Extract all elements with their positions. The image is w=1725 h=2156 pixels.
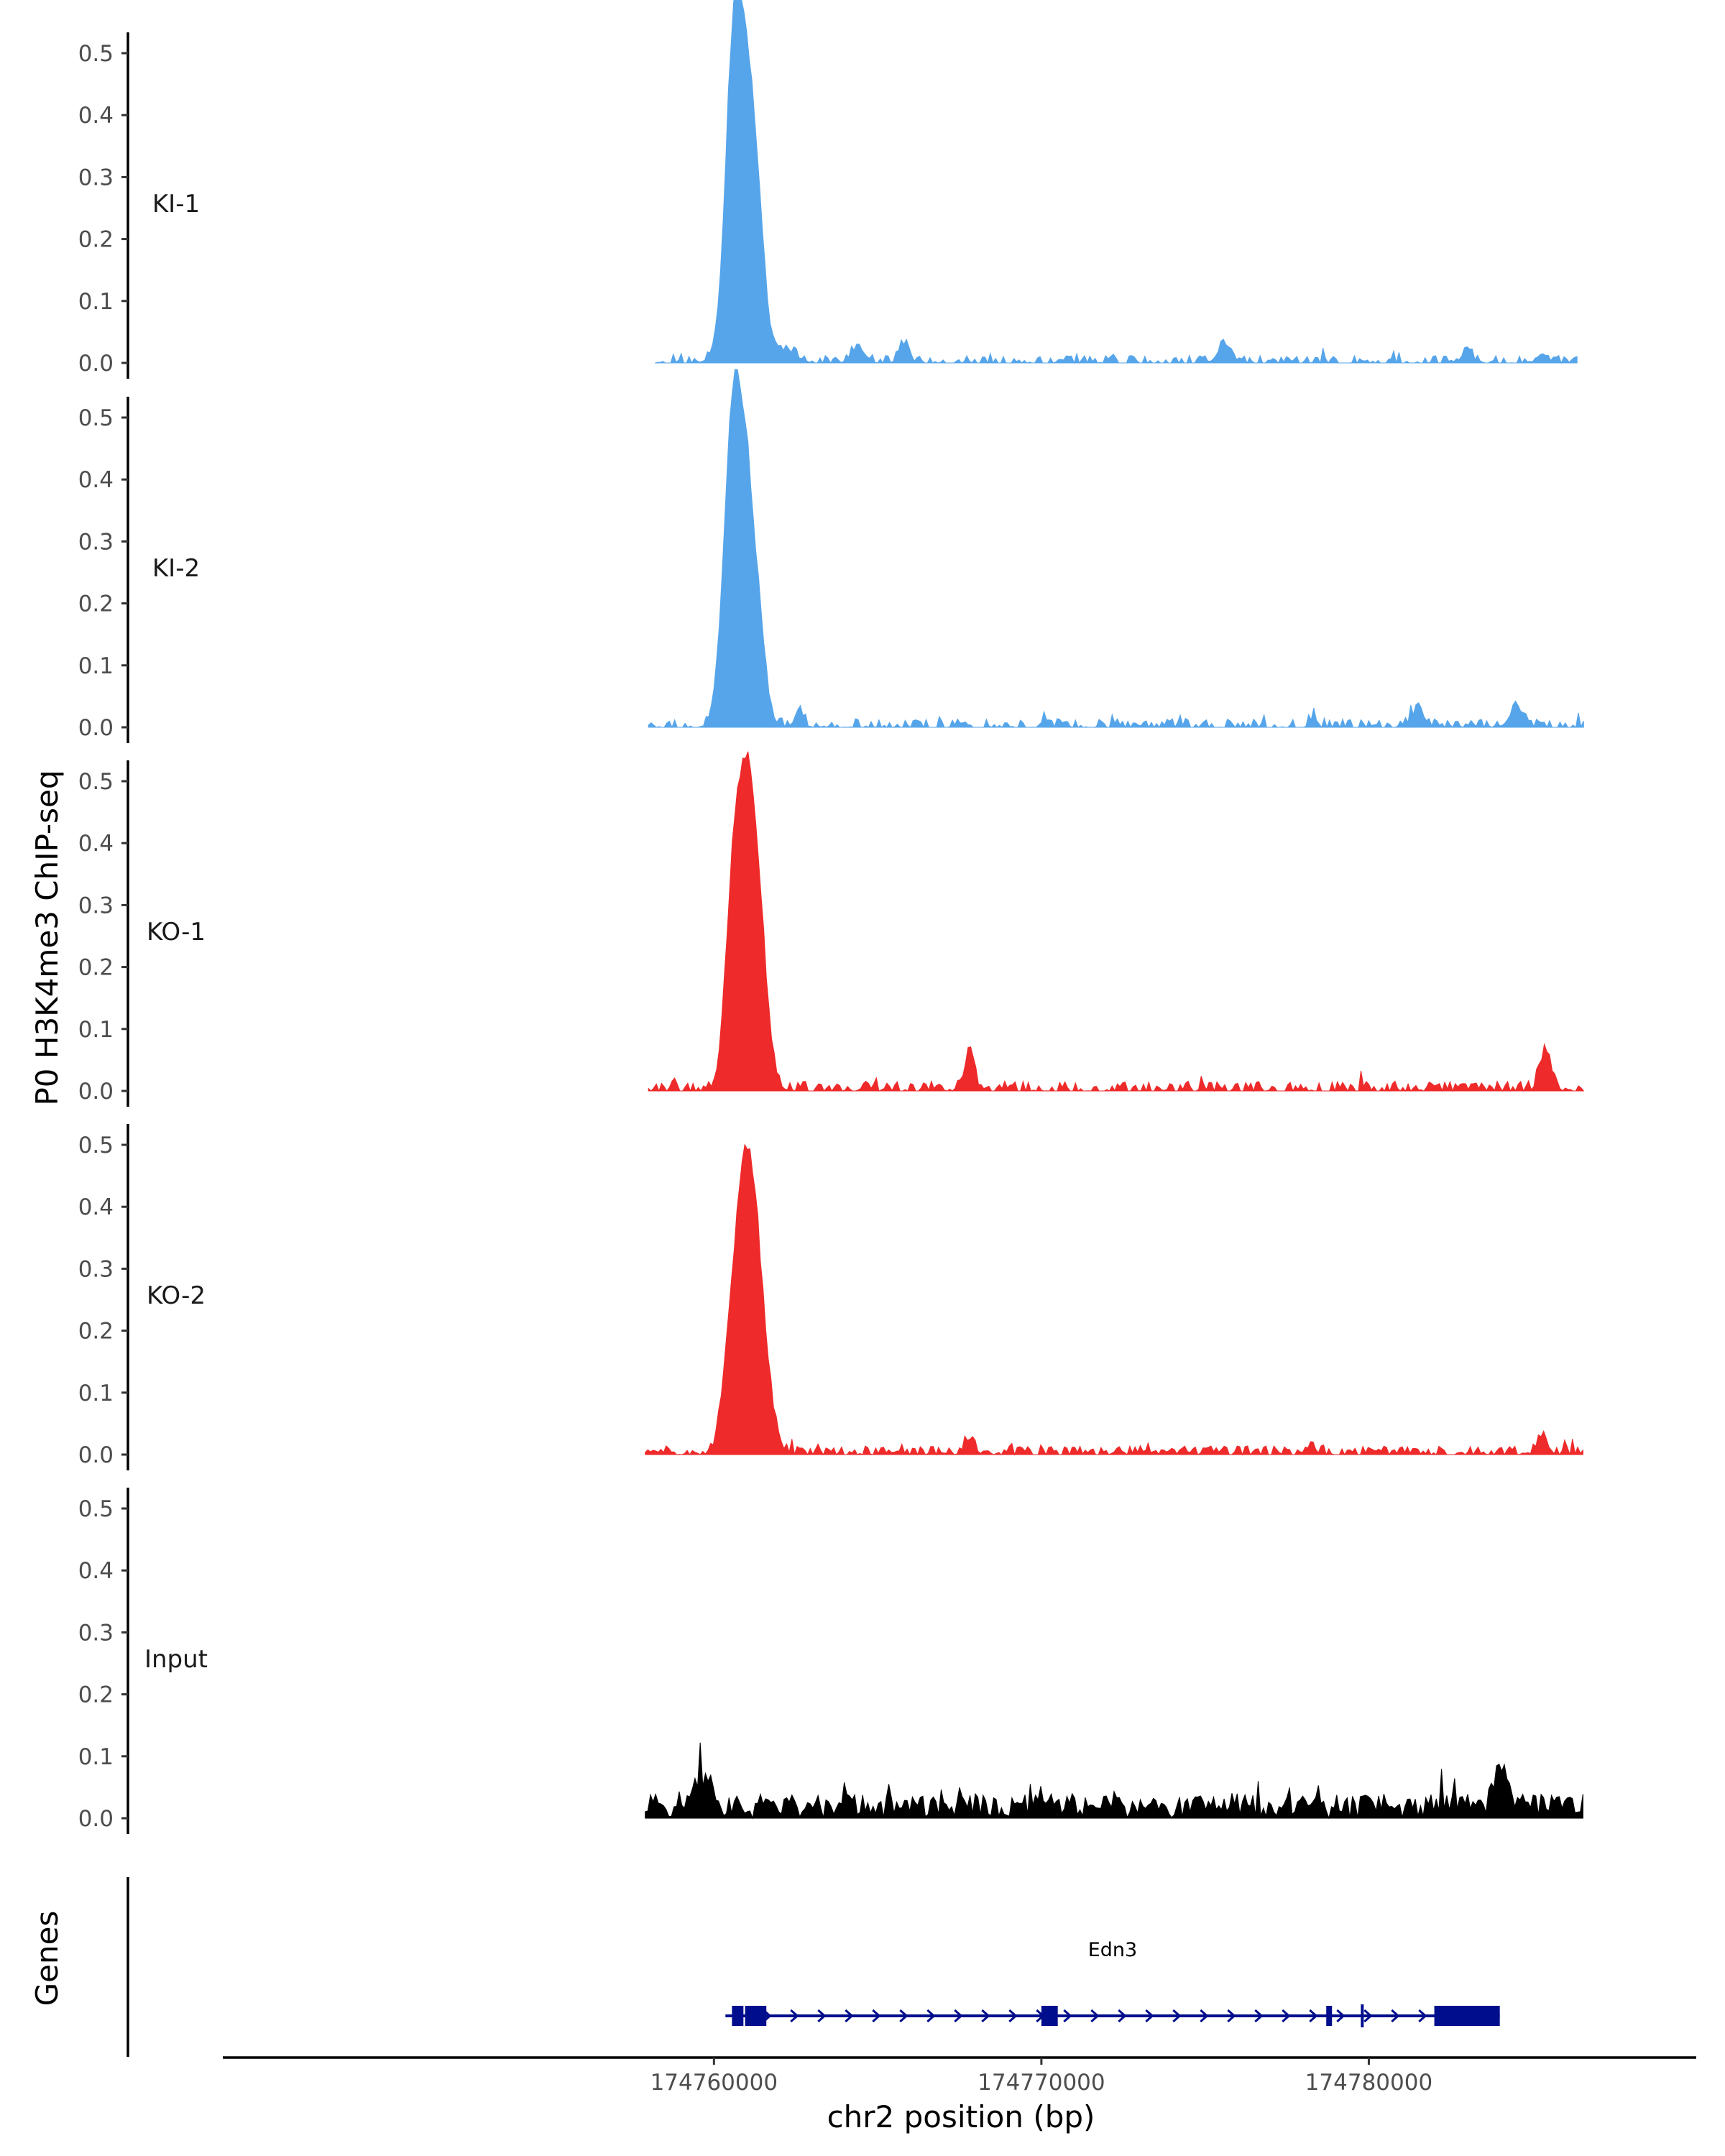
x-axis-title: chr2 position (bp) xyxy=(827,2099,1095,2134)
strand-arrow xyxy=(1418,2009,1427,2023)
y-tick-label: 0.0 xyxy=(78,1442,114,1468)
strand-arrow xyxy=(1309,2009,1318,2023)
track-panel: 0.0 0.1 0.2 0.3 0.4 0.5 KO-2 xyxy=(78,1124,1583,1470)
strand-arrow xyxy=(1145,2009,1154,2023)
strand-arrow xyxy=(1008,2009,1018,2023)
strand-arrow xyxy=(817,2009,827,2023)
y-tick-label: 0.5 xyxy=(78,769,114,795)
y-tick-label: 0.4 xyxy=(78,1558,114,1584)
y-tick-label: 0.1 xyxy=(78,1381,114,1406)
y-tick-label: 0.5 xyxy=(78,405,114,431)
strand-arrow xyxy=(1063,2009,1072,2023)
gene-exon xyxy=(745,2006,767,2026)
strand-arrow xyxy=(1254,2009,1264,2023)
strand-arrow xyxy=(1090,2009,1100,2023)
strand-arrow xyxy=(1363,2009,1373,2023)
x-tick-label: 174780000 xyxy=(1305,2070,1433,2096)
y-tick-label: 0.3 xyxy=(78,1256,114,1282)
gene-exon xyxy=(732,2006,744,2026)
track-panel: 0.0 0.1 0.2 0.3 0.4 0.5 Input xyxy=(78,1488,1583,1834)
y-tick-label: 0.1 xyxy=(78,653,114,679)
y-tick-label: 0.1 xyxy=(78,289,114,315)
y-tick-label: 0.2 xyxy=(78,591,114,617)
y-tick-label: 0.3 xyxy=(78,165,114,190)
track-panel: 0.0 0.1 0.2 0.3 0.4 0.5 KI-1 xyxy=(78,0,1578,379)
strand-arrow xyxy=(790,2009,799,2023)
strand-arrow xyxy=(899,2009,908,2023)
strand-arrow xyxy=(981,2009,990,2023)
signal-area xyxy=(645,1742,1583,1820)
x-axis: 174760000 174770000 174780000 xyxy=(223,2056,1696,2096)
y-tick-label: 0.5 xyxy=(78,1496,114,1522)
track-panels: 0.0 0.1 0.2 0.3 0.4 0.5 KI-1 0.0 0.1 0.2 0.3 0.4 0.5… xyxy=(78,0,1585,1834)
signal-area xyxy=(655,0,1578,364)
y-tick-label: 0.4 xyxy=(78,1194,114,1220)
track-label: KO-2 xyxy=(147,1281,206,1310)
strand-arrow xyxy=(1391,2009,1400,2023)
track-panel: 0.0 0.1 0.2 0.3 0.4 0.5 KI-2 xyxy=(78,369,1584,743)
y-tick-label: 0.4 xyxy=(78,831,114,857)
y-tick-label: 0.4 xyxy=(78,103,114,129)
track-label: KI-1 xyxy=(152,190,200,218)
x-tick-label: 174770000 xyxy=(978,2070,1105,2096)
track-label: KI-2 xyxy=(152,554,200,583)
strand-arrow xyxy=(1172,2009,1182,2023)
y-tick-label: 0.0 xyxy=(78,351,114,377)
genes-axis-title: Genes xyxy=(29,1911,65,2007)
strand-arrow xyxy=(1200,2009,1209,2023)
y-tick-label: 0.2 xyxy=(78,955,114,981)
gene-name-label: Edn3 xyxy=(1088,1939,1138,1961)
track-panel: 0.0 0.1 0.2 0.3 0.4 0.5 KO-1 xyxy=(78,751,1585,1107)
track-label: KO-1 xyxy=(147,918,206,946)
y-tick-label: 0.2 xyxy=(78,1682,114,1708)
gene-exon xyxy=(1041,2006,1058,2026)
y-tick-label: 0.4 xyxy=(78,467,114,493)
y-tick-label: 0.2 xyxy=(78,1319,114,1345)
y-tick-label: 0.0 xyxy=(78,1079,114,1105)
gene-exon xyxy=(1326,2006,1333,2026)
y-tick-label: 0.3 xyxy=(78,893,114,918)
strand-arrow xyxy=(845,2009,854,2023)
signal-area xyxy=(648,369,1584,729)
strand-arrow xyxy=(872,2009,881,2023)
strand-arrow xyxy=(1227,2009,1236,2023)
gene-exon xyxy=(1434,2006,1500,2026)
y-tick-label: 0.0 xyxy=(78,1806,114,1832)
x-tick-label: 174760000 xyxy=(650,2070,778,2096)
strand-arrow xyxy=(1282,2009,1291,2023)
y-tick-label: 0.5 xyxy=(78,1133,114,1158)
genes-panel: Edn3 xyxy=(126,1877,1500,2057)
y-tick-label: 0.3 xyxy=(78,529,114,555)
strand-arrow xyxy=(926,2009,936,2023)
track-label: Input xyxy=(144,1645,208,1674)
strand-arrow xyxy=(1336,2009,1346,2023)
y-tick-label: 0.5 xyxy=(78,41,114,67)
strand-arrow xyxy=(954,2009,963,2023)
y-tick-label: 0.3 xyxy=(78,1620,114,1646)
y-axis-title: P0 H3K4me3 ChIP-seq xyxy=(29,770,65,1105)
y-tick-label: 0.1 xyxy=(78,1744,114,1770)
signal-area xyxy=(645,1143,1583,1456)
y-tick-label: 0.1 xyxy=(78,1017,114,1043)
y-tick-label: 0.0 xyxy=(78,715,114,741)
signal-area xyxy=(648,751,1585,1092)
y-tick-label: 0.2 xyxy=(78,227,114,253)
strand-arrow xyxy=(1118,2009,1127,2023)
